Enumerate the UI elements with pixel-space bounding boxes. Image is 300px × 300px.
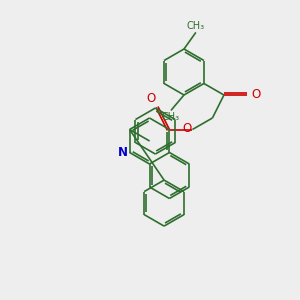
Text: CH₃: CH₃ xyxy=(161,112,179,122)
Text: O: O xyxy=(182,122,191,135)
Text: O: O xyxy=(251,88,260,101)
Text: N: N xyxy=(118,146,128,159)
Text: O: O xyxy=(147,92,156,104)
Text: CH₃: CH₃ xyxy=(186,21,205,31)
